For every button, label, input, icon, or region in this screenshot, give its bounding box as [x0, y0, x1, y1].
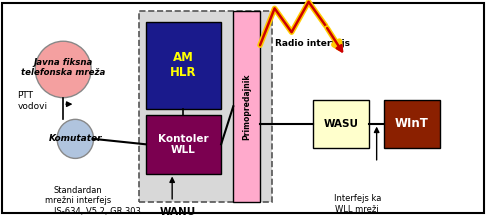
Text: Javna fiksna
telefonska mreža: Javna fiksna telefonska mreža: [21, 58, 105, 77]
FancyBboxPatch shape: [233, 11, 260, 202]
FancyBboxPatch shape: [384, 100, 440, 148]
Text: WInT: WInT: [395, 117, 429, 130]
FancyBboxPatch shape: [313, 100, 369, 148]
Text: Radio interfejs: Radio interfejs: [275, 39, 349, 48]
Text: PTT
vodovi: PTT vodovi: [17, 91, 48, 111]
Text: IS-634, V5.2, GR.303: IS-634, V5.2, GR.303: [54, 207, 140, 216]
Text: Kontoler
WLL: Kontoler WLL: [158, 133, 209, 155]
Text: AM
HLR: AM HLR: [170, 51, 197, 79]
Text: Komutator: Komutator: [49, 134, 102, 143]
Text: WANU: WANU: [159, 207, 195, 217]
Ellipse shape: [57, 119, 93, 158]
FancyBboxPatch shape: [139, 11, 272, 202]
FancyBboxPatch shape: [2, 3, 484, 213]
Text: Primopredajnik: Primopredajnik: [242, 73, 251, 140]
Text: Interfejs ka
WLL mreži: Interfejs ka WLL mreži: [333, 194, 381, 214]
FancyBboxPatch shape: [146, 22, 221, 109]
Text: WASU: WASU: [324, 119, 359, 129]
Text: Standardan
mrežni interfejs: Standardan mrežni interfejs: [45, 186, 111, 205]
Ellipse shape: [35, 41, 91, 98]
FancyBboxPatch shape: [146, 115, 221, 174]
